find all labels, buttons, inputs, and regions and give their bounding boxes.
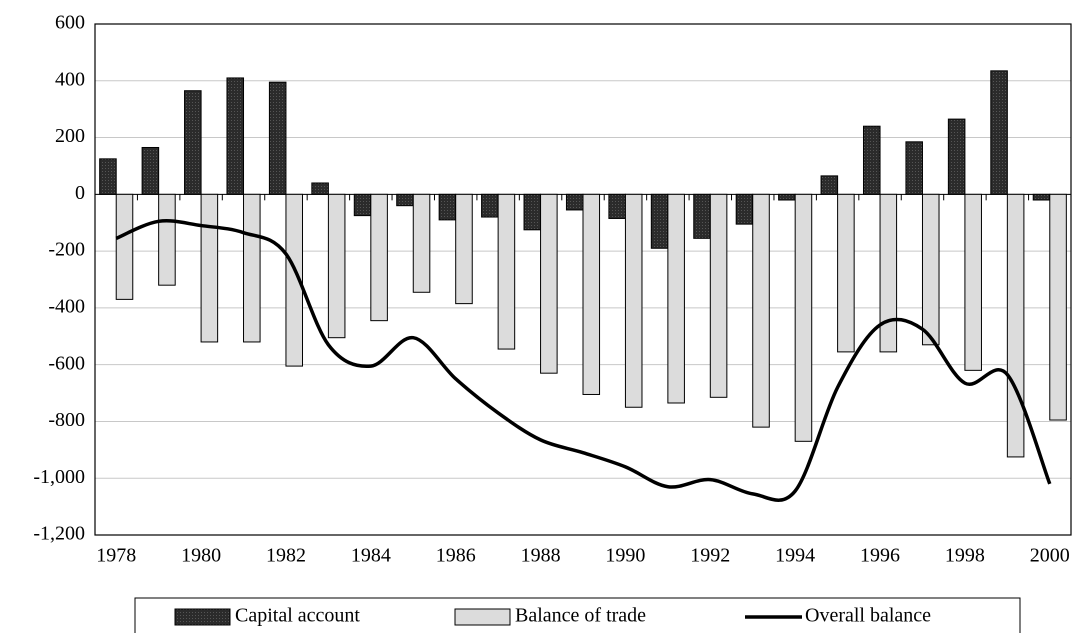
legend-swatch	[174, 608, 231, 626]
bar	[650, 193, 669, 249]
bar	[862, 125, 881, 195]
bar	[438, 193, 457, 221]
legend-label: Balance of trade	[515, 605, 646, 627]
bar	[565, 193, 584, 211]
x-tick-label: 2000	[1030, 545, 1070, 567]
y-tick-label: 600	[55, 12, 85, 34]
bar	[115, 193, 134, 300]
bar	[879, 193, 898, 353]
bar	[1032, 193, 1051, 201]
x-tick-label: 1984	[351, 545, 391, 567]
bar	[268, 81, 287, 195]
y-tick-label: 0	[75, 182, 85, 204]
bar	[693, 193, 711, 239]
y-tick-label: -600	[48, 352, 85, 374]
bar	[285, 193, 304, 367]
legend-swatch	[454, 608, 511, 626]
bar	[778, 193, 796, 201]
bar	[370, 193, 388, 322]
bar	[226, 77, 245, 195]
x-tick-label: 1994	[775, 545, 815, 567]
y-tick-label: -1,000	[33, 466, 85, 488]
bar	[141, 146, 160, 195]
x-tick-label: 1986	[436, 545, 476, 567]
x-tick-label: 1988	[521, 545, 561, 567]
bar	[794, 193, 813, 442]
bar	[820, 175, 839, 195]
bar	[200, 193, 219, 343]
bar	[396, 193, 414, 207]
y-tick-label: -400	[48, 295, 85, 317]
bar	[455, 193, 473, 305]
bar	[735, 193, 754, 225]
bar	[667, 193, 685, 404]
y-tick-label: 400	[55, 68, 85, 90]
bar	[99, 158, 117, 195]
line	[115, 219, 1052, 502]
bar	[905, 141, 923, 195]
y-tick-label: -200	[48, 239, 85, 261]
bar	[243, 193, 261, 343]
bar	[582, 193, 601, 395]
x-tick-label: 1978	[96, 545, 136, 567]
bar	[497, 193, 516, 350]
bar	[353, 193, 372, 217]
bar	[540, 193, 558, 374]
legend-label: Capital account	[235, 605, 360, 627]
bar	[947, 118, 966, 195]
bar	[964, 193, 982, 371]
y-tick-label: -1,200	[33, 523, 85, 545]
plot-frame	[94, 23, 1072, 536]
bar	[481, 193, 499, 218]
bar	[1006, 193, 1025, 458]
bar	[837, 193, 855, 353]
bar	[158, 193, 176, 286]
y-tick-label: -800	[48, 409, 85, 431]
legend-label: Overall balance	[805, 605, 931, 627]
x-tick-label: 1990	[605, 545, 645, 567]
bar	[709, 193, 728, 398]
bar	[412, 193, 431, 293]
bar	[608, 193, 626, 219]
x-tick-label: 1992	[690, 545, 730, 567]
legend: Capital account Balance of trade Overall b…	[174, 605, 931, 627]
bar	[1049, 193, 1067, 421]
bar	[921, 193, 940, 346]
y-tick-label: 200	[55, 125, 85, 147]
bar	[990, 70, 1008, 195]
bar	[327, 193, 346, 339]
x-tick-label: 1980	[181, 545, 221, 567]
marks	[99, 70, 1067, 502]
bar	[311, 182, 329, 195]
bar	[184, 90, 202, 195]
legend-box	[134, 597, 1021, 633]
bar	[624, 193, 643, 408]
bar	[523, 193, 542, 231]
x-tick-label: 1998	[945, 545, 985, 567]
bar	[752, 193, 770, 428]
x-tick-label: 1996	[860, 545, 900, 567]
labels: -1,200 -1,000 -800 -600 -400 -200 0 200 400 600 19…	[33, 12, 1069, 567]
x-tick-label: 1982	[266, 545, 306, 567]
